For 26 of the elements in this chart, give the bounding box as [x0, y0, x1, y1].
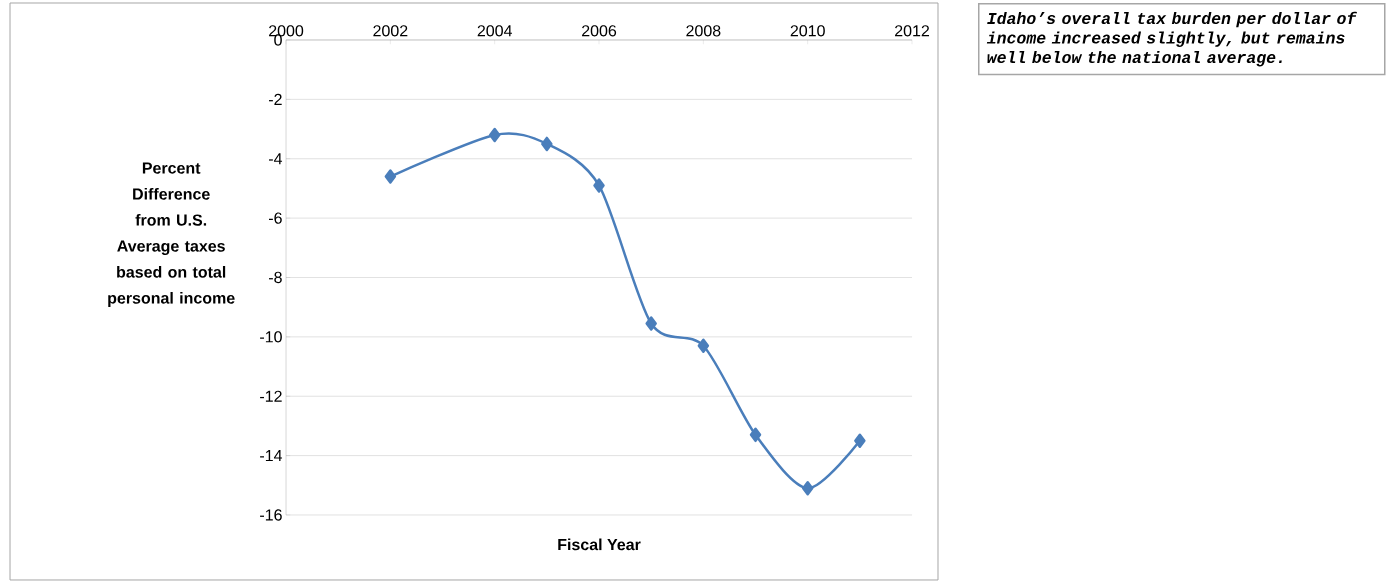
y-tick-label: -6 [268, 212, 282, 224]
x-tick-label: 2012 [895, 25, 929, 37]
y-tick-label: -2 [268, 93, 282, 105]
x-tick-label: 2002 [373, 25, 408, 37]
point [854, 433, 866, 449]
point [593, 178, 605, 193]
point [541, 136, 553, 152]
point [697, 338, 710, 354]
y-tick-label: -16 [260, 509, 282, 521]
y-tick-label: -8 [268, 271, 282, 284]
x-tick-label: 2006 [582, 25, 617, 37]
point [645, 316, 657, 331]
point [384, 169, 397, 184]
y-tick-label: -10 [260, 331, 282, 343]
point [749, 427, 762, 443]
x-axis-title: Fiscal Year [558, 538, 641, 551]
y-tick-label: -12 [260, 390, 282, 402]
y-tick-label: -14 [260, 450, 283, 462]
point [801, 481, 814, 496]
x-tick-label: 2004 [477, 25, 513, 37]
x-tick-label: 2008 [686, 25, 721, 37]
x-tick-label: 2010 [790, 25, 825, 37]
y-tick-label: -4 [268, 153, 283, 165]
text: Idaho’s overall tax burden per dollar of income increased slightly, but remains well below the national average. [986, 11, 1357, 67]
point [488, 127, 501, 143]
y-axis-title: Percent Difference from U.S. Average taxes based on total personal income [108, 162, 235, 307]
